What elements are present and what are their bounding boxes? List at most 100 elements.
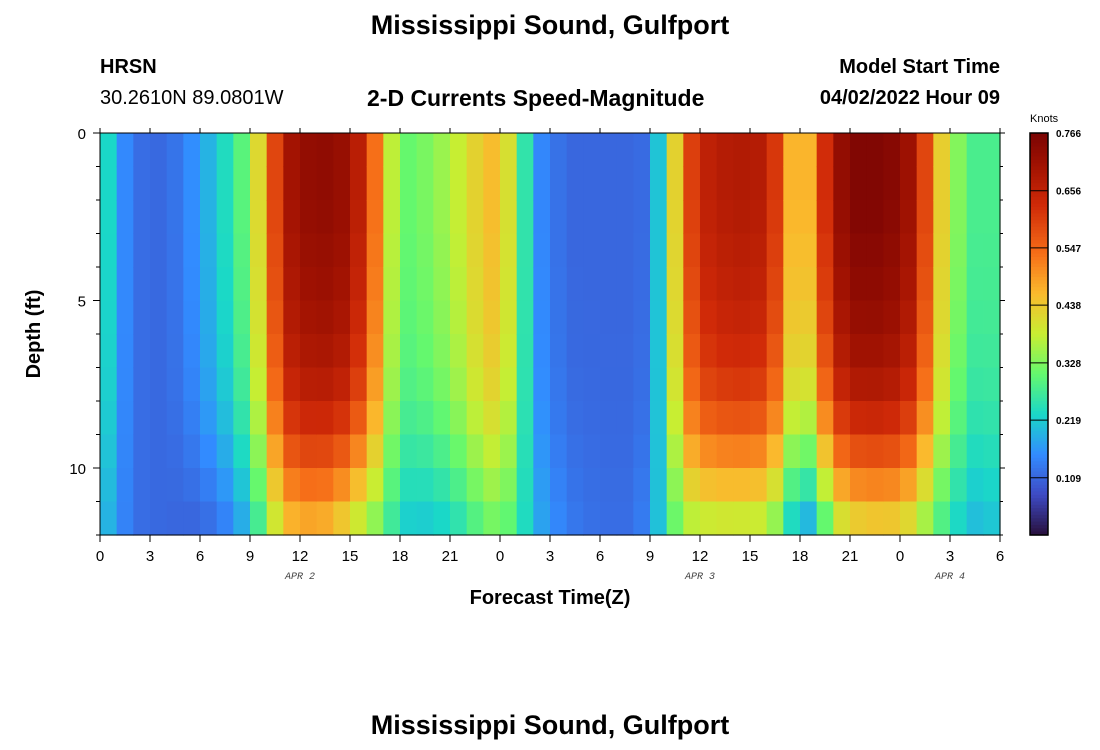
colorbar-segment <box>1030 518 1048 523</box>
heatmap-cell <box>600 300 618 335</box>
heatmap-cell <box>900 367 918 402</box>
heatmap-cell <box>200 133 218 168</box>
colorbar-segment <box>1030 290 1048 295</box>
heatmap-cell <box>266 367 284 402</box>
heatmap-cell <box>483 233 501 268</box>
heatmap-cell <box>383 501 401 536</box>
heatmap-cell <box>633 300 651 335</box>
heatmap-cell <box>833 200 851 235</box>
heatmap-cell <box>183 133 201 168</box>
heatmap-cell <box>600 468 618 503</box>
heatmap-cell <box>216 233 234 268</box>
heatmap-cell <box>516 233 534 268</box>
colorbar-segment <box>1030 501 1048 506</box>
colorbar-segment <box>1030 196 1048 201</box>
heatmap-cell <box>766 300 784 335</box>
heatmap-cell <box>483 300 501 335</box>
heatmap-cell <box>333 434 351 469</box>
heatmap-cell <box>950 501 968 536</box>
heatmap-cell <box>816 267 834 302</box>
heatmap-cell <box>750 133 768 168</box>
heatmap-cell <box>483 267 501 302</box>
heatmap-cell <box>800 367 818 402</box>
colorbar-segment <box>1030 511 1048 516</box>
repeated-chart-title: Mississippi Sound, Gulfport <box>370 710 730 740</box>
colorbar-segment <box>1030 206 1048 211</box>
heatmap-cell <box>133 434 151 469</box>
heatmap-cell <box>866 233 884 268</box>
colorbar-segment <box>1030 216 1048 221</box>
heatmap-cell <box>800 334 818 369</box>
heatmap-cell <box>366 300 384 335</box>
heatmap-cell <box>633 367 651 402</box>
heatmap-cell <box>266 300 284 335</box>
heatmap-cell <box>700 300 718 335</box>
heatmap-cell <box>133 200 151 235</box>
colorbar-segment <box>1030 186 1048 191</box>
heatmap-cell <box>966 200 984 235</box>
heatmap-cell <box>416 166 434 201</box>
heatmap-cell <box>816 300 834 335</box>
colorbar-segment <box>1030 226 1048 231</box>
colorbar-segment <box>1030 136 1048 141</box>
heatmap-cell <box>450 300 468 335</box>
heatmap-cell <box>466 233 484 268</box>
heatmap-cell <box>200 434 218 469</box>
heatmap-cell <box>483 468 501 503</box>
colorbar-segment <box>1030 528 1048 533</box>
heatmap-cell <box>266 233 284 268</box>
heatmap-cell <box>566 267 584 302</box>
heatmap-cell <box>516 367 534 402</box>
heatmap-cell <box>650 367 668 402</box>
heatmap-cell <box>100 468 118 503</box>
colorbar-segment <box>1030 337 1048 342</box>
heatmap-cell <box>216 434 234 469</box>
colorbar: 0.766 0.656 0.547 0.438 0.328 0.219 0.109 <box>1029 129 1081 536</box>
heatmap-cell <box>916 200 934 235</box>
heatmap-cell <box>733 367 751 402</box>
heatmap-cell <box>300 133 318 168</box>
heatmap-cell <box>150 300 168 335</box>
heatmap-cell <box>233 367 251 402</box>
heatmap-cell <box>816 334 834 369</box>
heatmap-cell <box>133 468 151 503</box>
heatmap-cell <box>883 300 901 335</box>
heatmap-cell <box>366 166 384 201</box>
heatmap-cell <box>916 300 934 335</box>
heatmap-cells <box>100 133 1001 536</box>
colorbar-segment <box>1030 176 1048 181</box>
colorbar-segment <box>1030 464 1048 469</box>
heatmap-cell <box>183 434 201 469</box>
heatmap-cell <box>683 166 701 201</box>
colorbar-segment <box>1030 313 1048 318</box>
heatmap-cell <box>566 300 584 335</box>
colorbar-segment <box>1030 223 1048 228</box>
colorbar-segment <box>1030 200 1048 204</box>
heatmap-cell <box>116 267 134 302</box>
heatmap-cell <box>916 401 934 436</box>
heatmap-cell <box>766 468 784 503</box>
heatmap-cell <box>716 233 734 268</box>
x-tick-label: 21 <box>842 548 859 565</box>
heatmap-cell <box>900 501 918 536</box>
heatmap-cell <box>783 468 801 503</box>
heatmap-cell <box>250 367 268 402</box>
heatmap-cell <box>583 401 601 436</box>
heatmap-cell <box>583 367 601 402</box>
heatmap-cell <box>500 233 518 268</box>
heatmap-cell <box>850 401 868 436</box>
colorbar-segment <box>1030 411 1048 415</box>
heatmap-cell <box>300 401 318 436</box>
heatmap-cell <box>250 334 268 369</box>
colorbar-segment <box>1030 179 1048 184</box>
heatmap-cell <box>816 133 834 168</box>
heatmap-cell <box>283 233 301 268</box>
heatmap-cell <box>650 401 668 436</box>
heatmap-cell <box>450 501 468 536</box>
heatmap-cell <box>833 133 851 168</box>
heatmap-cell <box>200 267 218 302</box>
heatmap-cell <box>433 267 451 302</box>
heatmap-cell <box>533 401 551 436</box>
heatmap-cell <box>150 233 168 268</box>
